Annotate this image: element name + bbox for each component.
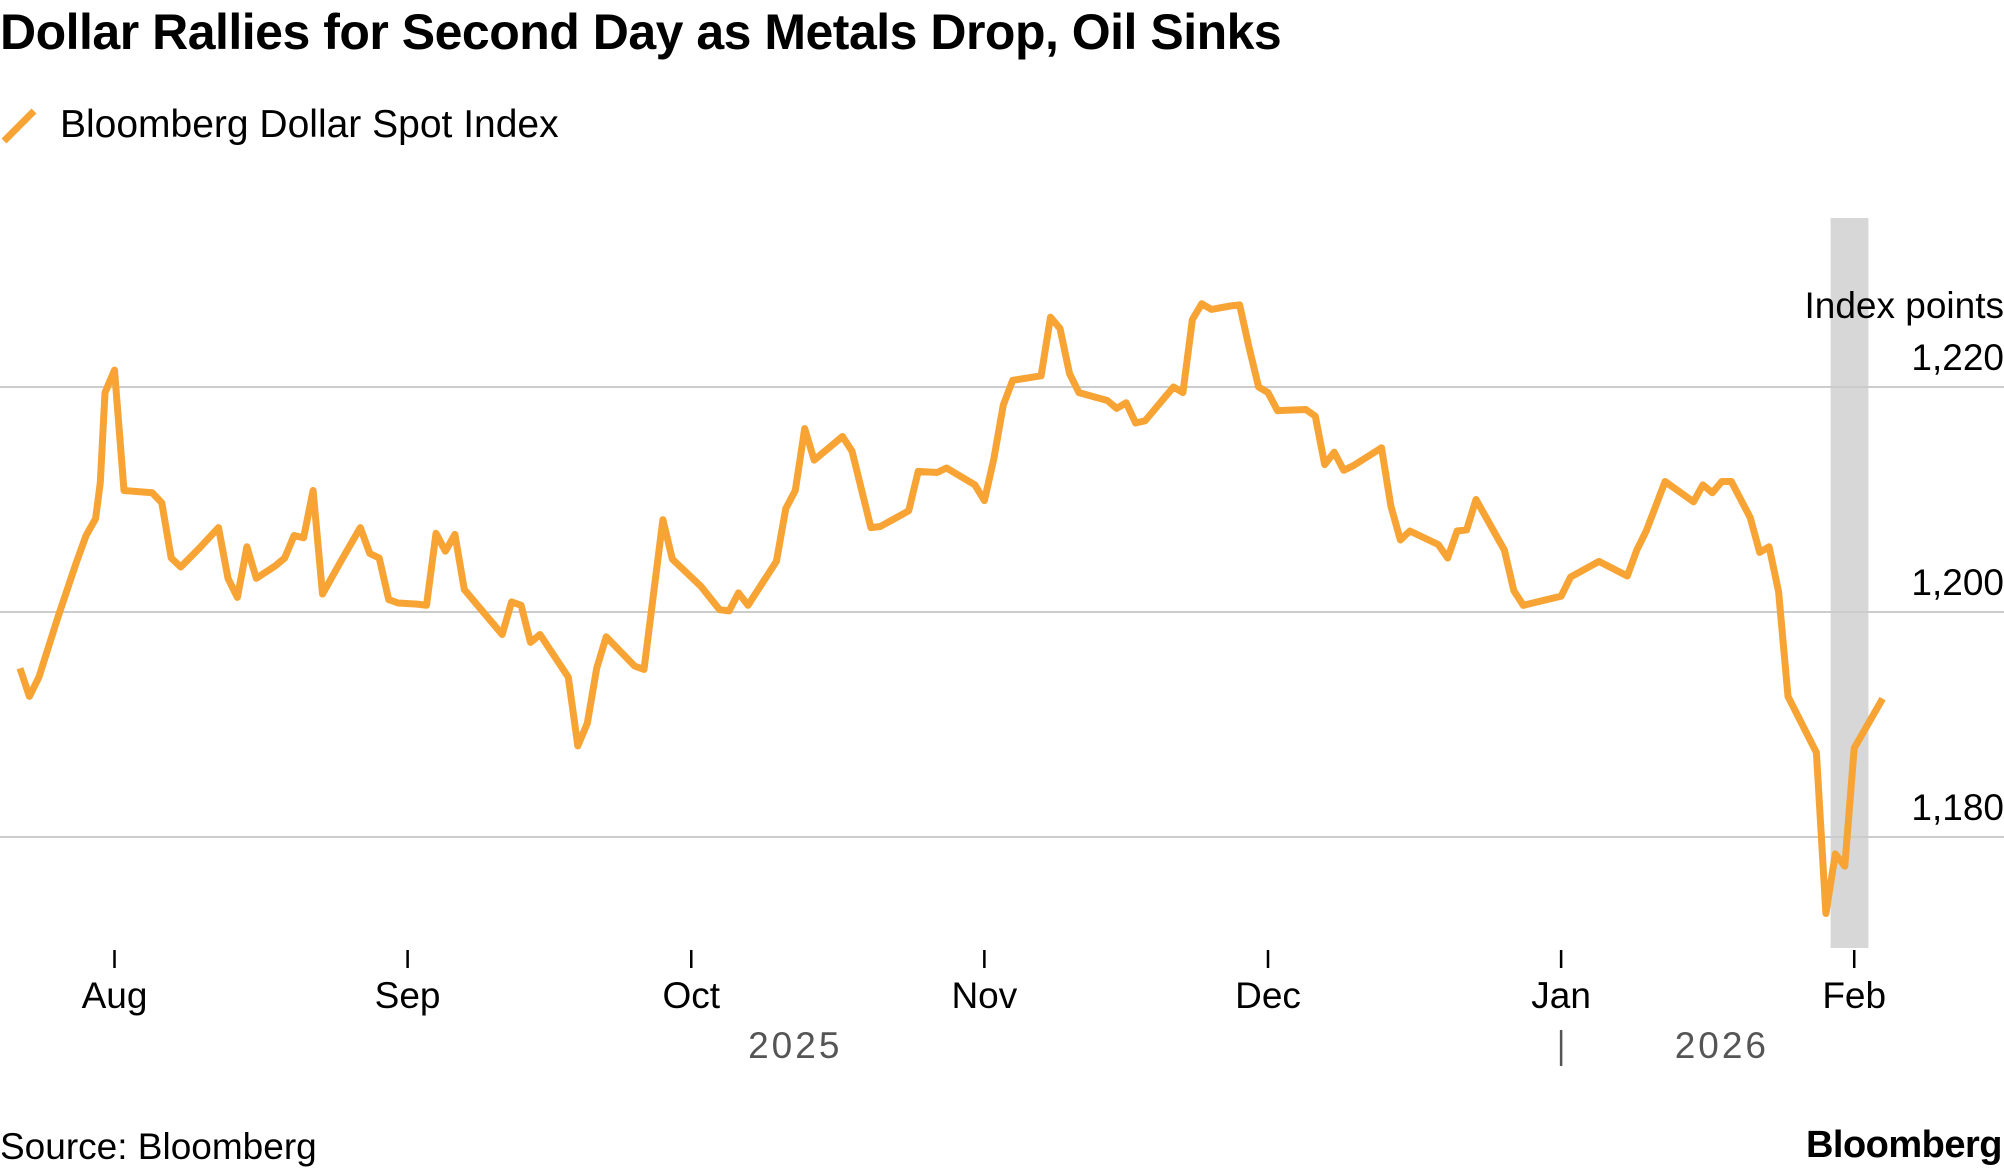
x-tick-labels: Aug Sep Oct Nov Dec Jan Feb [82,975,1887,1016]
x-tick-label-aug: Aug [82,975,148,1016]
year-label-2026: 2026 [1675,1025,1769,1066]
series-line-bloomberg-dollar-spot-index [16,300,1886,917]
legend-swatch-stroke [1,108,37,144]
legend-line-swatch [1,108,37,144]
y-tick-labels: 1,180 1,200 1,220 [1911,337,2004,828]
chart-title: Dollar Rallies for Second Day as Metals … [0,4,1282,60]
x-tick-label-dec: Dec [1235,975,1301,1016]
legend: Bloomberg Dollar Spot Index [0,100,559,150]
y-axis-label: Index points [1804,285,2004,326]
bloomberg-logo: Bloomberg [1805,1124,2003,1166]
x-tick-label-oct: Oct [662,975,720,1016]
x-axis-ticks [113,950,1856,968]
y-tick-label-1200: 1,200 [1911,562,2004,603]
y-tick-label-1220: 1,220 [1911,337,2004,378]
x-tick-label-sep: Sep [375,975,441,1016]
legend-label: Bloomberg Dollar Spot Index [60,103,559,146]
source-note: Source: Bloomberg [0,1126,317,1167]
gridlines [0,386,2004,838]
year-labels: 2025 2026 [748,1025,1769,1066]
x-tick-label-feb: Feb [1822,975,1886,1016]
year-label-2025: 2025 [748,1025,842,1066]
x-tick-label-jan: Jan [1531,975,1591,1016]
y-tick-label-1180: 1,180 [1911,787,2004,828]
x-tick-label-nov: Nov [951,975,1017,1016]
